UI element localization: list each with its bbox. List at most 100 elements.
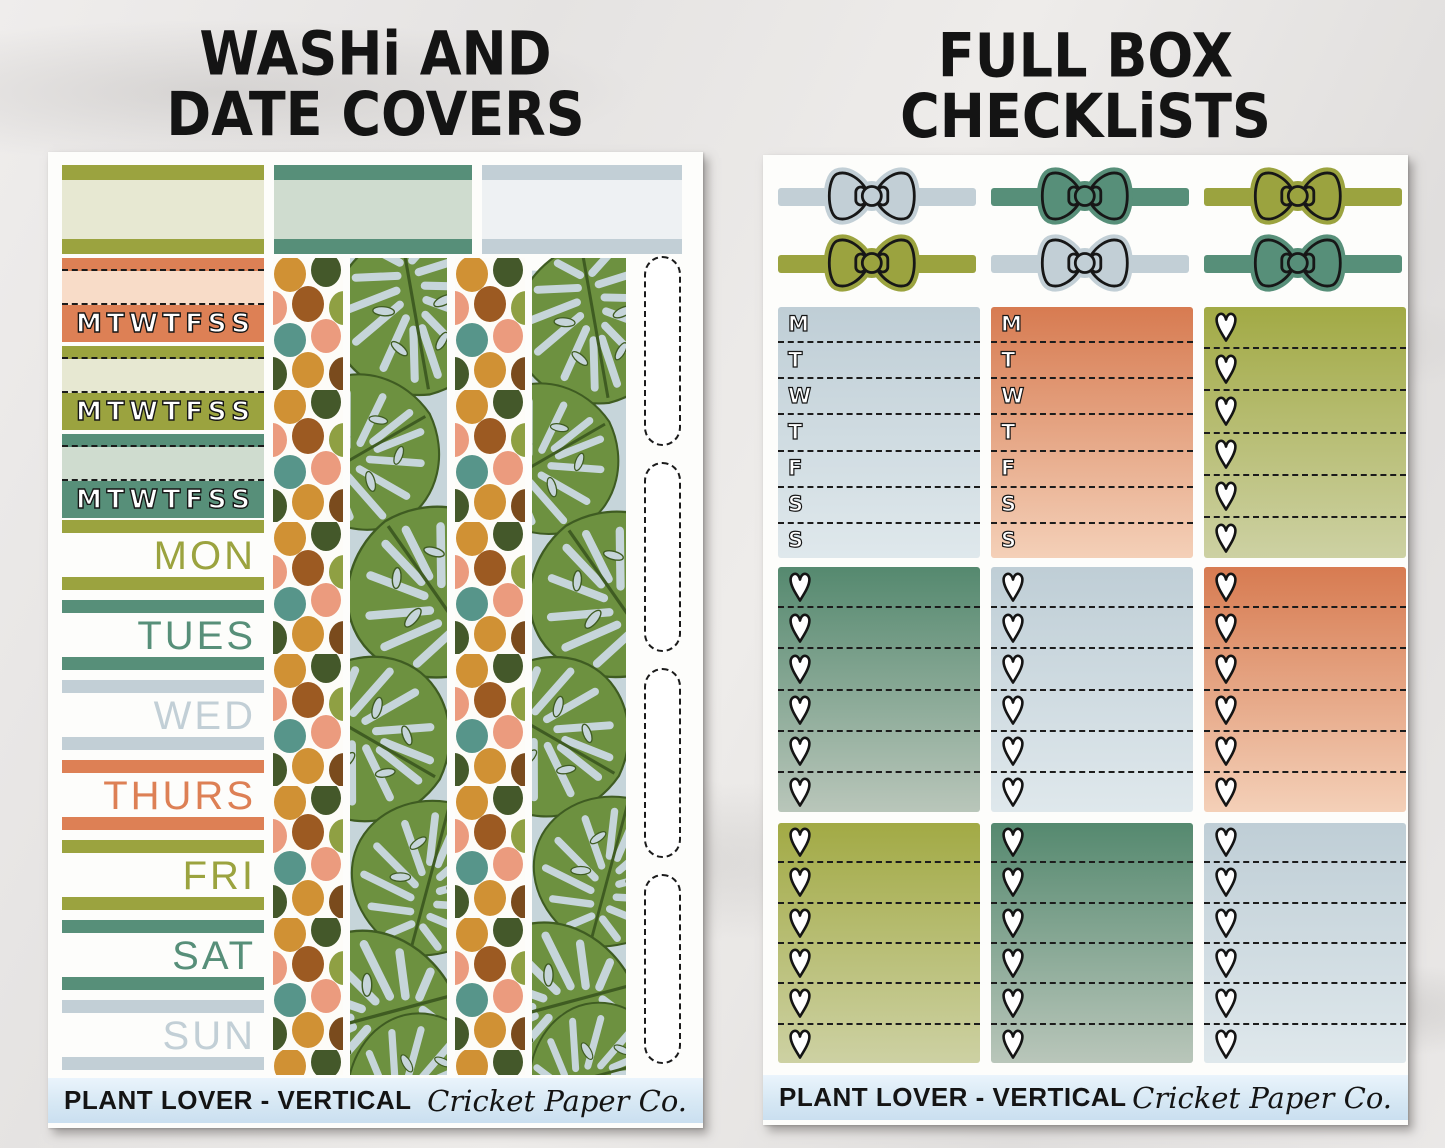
day-label: FRI xyxy=(182,854,256,898)
heart-icon xyxy=(789,989,811,1019)
checklist-row xyxy=(991,567,1193,609)
weekday-letter: F xyxy=(787,456,803,481)
checklist-row xyxy=(1204,732,1406,773)
checklist-row: S xyxy=(778,524,980,558)
weekday-letter: S xyxy=(1000,528,1017,553)
weekday-letter: T xyxy=(106,396,125,427)
weekday-letter: T xyxy=(162,484,181,515)
checklist-box-sticker xyxy=(991,567,1193,812)
strip-middle xyxy=(62,447,264,481)
checklist-row xyxy=(991,904,1193,944)
checklist-box-sticker xyxy=(1204,823,1406,1063)
checklist-row xyxy=(1204,307,1406,350)
heart-icon xyxy=(789,827,811,857)
heart-icon xyxy=(1002,613,1024,643)
checklist-row xyxy=(1204,434,1406,476)
heart-icon xyxy=(1002,778,1024,808)
heart-icon xyxy=(1215,736,1237,767)
weekday-letter: T xyxy=(1000,419,1016,444)
heart-icon xyxy=(789,613,811,643)
heart-icon xyxy=(1215,1029,1237,1059)
heart-icon xyxy=(1002,736,1024,767)
bow-washi-sticker xyxy=(991,164,1189,230)
checklist-row xyxy=(1204,904,1406,944)
bow-washi-sticker xyxy=(778,164,976,230)
heart-icon xyxy=(1215,989,1237,1019)
weekday-letter: F xyxy=(184,484,203,515)
day-cover-sticker: TUES xyxy=(62,600,264,670)
bow-icon xyxy=(820,164,924,228)
weekday-letter: F xyxy=(184,308,203,339)
left-title-line2: DATE COVERS xyxy=(166,78,585,150)
checklist-row: S xyxy=(991,524,1193,558)
checklist-row xyxy=(991,773,1193,812)
checklist-row: S xyxy=(778,488,980,524)
heart-icon xyxy=(789,1029,811,1059)
checklist-row xyxy=(1204,944,1406,985)
collection-label: PLANT LOVER - VERTICAL xyxy=(64,1085,412,1115)
bow-washi-sticker xyxy=(778,231,976,297)
heart-icon xyxy=(1002,989,1024,1019)
checklist-row xyxy=(778,863,980,904)
checklist-row xyxy=(778,691,980,732)
heart-icon xyxy=(789,572,811,602)
day-cover-sticker: FRI xyxy=(62,840,264,910)
bow-washi-sticker xyxy=(991,231,1189,297)
weekday-letter: M xyxy=(75,308,102,339)
cut-line-pill xyxy=(644,462,681,652)
checklist-box-sticker xyxy=(778,567,980,812)
heart-icon xyxy=(1002,868,1024,898)
washi-strip-sticker xyxy=(62,165,264,254)
weekday-letter: W xyxy=(128,308,158,339)
day-bar xyxy=(62,680,264,693)
checklist-row xyxy=(1204,391,1406,434)
day-bar xyxy=(62,1000,264,1013)
bow-icon xyxy=(1246,164,1350,228)
checklist-row xyxy=(991,944,1193,985)
right-sheet-footer: PLANT LOVER - VERTICAL Cricket Paper Co. xyxy=(763,1075,1408,1120)
checklist-box-sticker xyxy=(991,823,1193,1063)
dots-washi-column xyxy=(273,258,343,1075)
checklist-row xyxy=(991,863,1193,904)
monstera-washi-column xyxy=(350,258,447,1075)
bow-icon xyxy=(1246,231,1350,295)
checklist-box-sticker xyxy=(1204,567,1406,812)
weekday-letter: S xyxy=(1000,492,1017,517)
checklist-row xyxy=(991,608,1193,650)
washi-band xyxy=(62,239,264,254)
heart-icon xyxy=(1215,613,1237,643)
washi-band xyxy=(274,165,472,180)
heart-icon xyxy=(1215,827,1237,857)
collection-label: PLANT LOVER - VERTICAL xyxy=(779,1082,1127,1112)
monstera-washi-column xyxy=(532,258,626,1075)
checklist-row: T xyxy=(991,343,1193,380)
checklist-row xyxy=(1204,1025,1406,1063)
checklist-row xyxy=(1204,823,1406,864)
checklist-row xyxy=(778,823,980,864)
day-cover-sticker: THURS xyxy=(62,760,264,830)
bow-icon xyxy=(820,231,924,295)
checklist-row xyxy=(991,732,1193,773)
day-cover-sticker: MON xyxy=(62,520,264,590)
heart-icon xyxy=(1215,439,1237,469)
heart-icon xyxy=(1215,778,1237,808)
checklist-row xyxy=(778,1025,980,1063)
weekday-letter: S xyxy=(231,484,251,515)
day-bar xyxy=(62,520,264,533)
heart-icon xyxy=(1215,572,1237,602)
heart-icon xyxy=(789,695,811,725)
heart-icon xyxy=(1002,654,1024,684)
day-bar xyxy=(62,1057,264,1070)
washi-band xyxy=(274,239,472,254)
heart-icon xyxy=(789,908,811,938)
checklist-row: W xyxy=(991,379,1193,416)
day-label: MON xyxy=(153,534,256,578)
checklist-row xyxy=(991,691,1193,732)
checklist-row xyxy=(1204,518,1406,558)
weekday-letter: W xyxy=(128,396,158,427)
